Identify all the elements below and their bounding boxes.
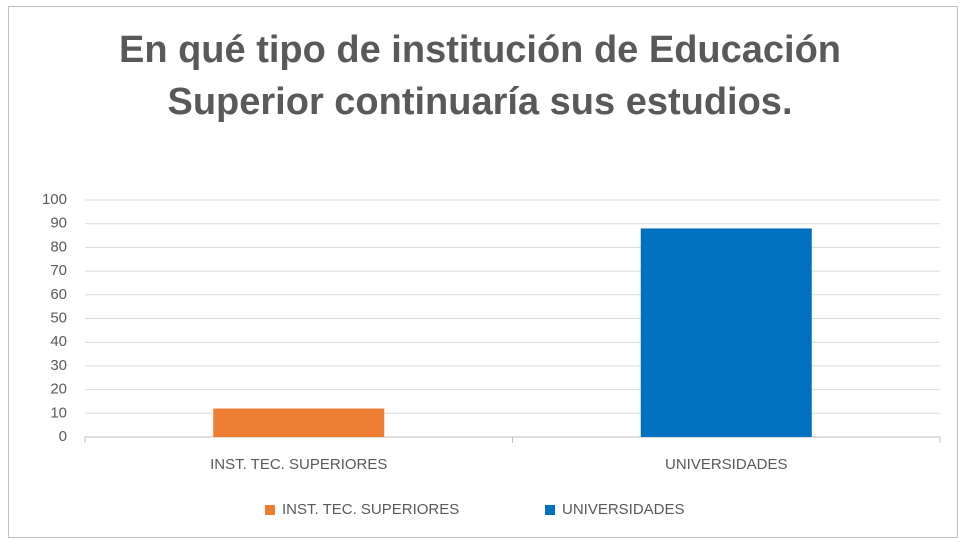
y-tick-label: 60 [50, 286, 67, 303]
y-tick-label: 0 [59, 428, 67, 445]
y-tick-label: 80 [50, 238, 67, 255]
x-tick-label: INST. TEC. SUPERIORES [210, 456, 387, 473]
chart-frame [8, 6, 958, 538]
y-tick-label: 40 [50, 333, 67, 350]
x-tick-label: UNIVERSIDADES [665, 456, 788, 473]
chart-title: En qué tipo de institución de Educación … [118, 29, 842, 123]
y-tick-label: 50 [50, 309, 67, 326]
legend-label: INST. TEC. SUPERIORES [282, 501, 459, 518]
y-tick-label: 10 [50, 404, 67, 421]
legend-label: UNIVERSIDADES [562, 501, 685, 518]
legend-swatch [545, 505, 555, 515]
y-tick-label: 30 [50, 357, 67, 374]
y-tick-label: 20 [50, 381, 67, 398]
y-tick-label: 90 [50, 215, 67, 232]
bar [213, 408, 385, 437]
y-tick-label: 70 [50, 262, 67, 279]
legend-swatch [265, 505, 275, 515]
y-tick-label: 100 [42, 191, 67, 208]
bar [640, 228, 812, 437]
